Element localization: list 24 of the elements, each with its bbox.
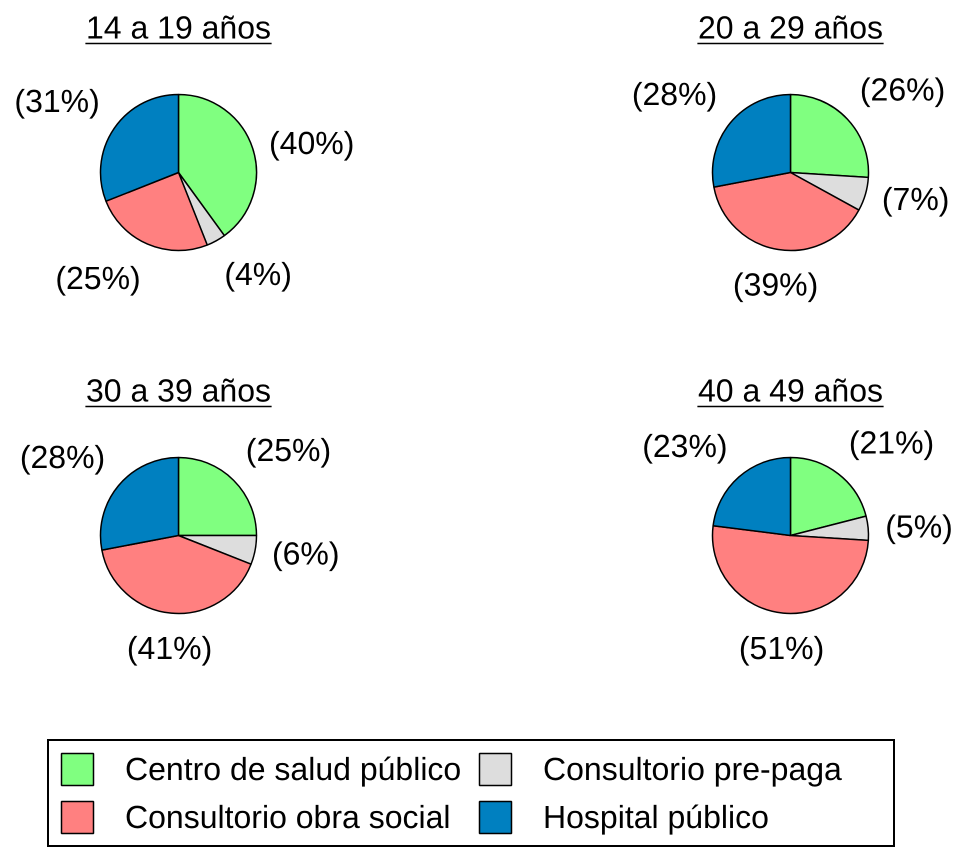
- slice-label: 30 a 39 años: [86, 372, 272, 408]
- data-label: (40%): [269, 125, 354, 162]
- data-label: (6%): [272, 535, 340, 572]
- slice-label: 20 a 29 años: [698, 10, 884, 46]
- data-label: (23%): [642, 428, 728, 464]
- data-label: (25%): [246, 432, 332, 468]
- data-label: (51%): [738, 630, 824, 666]
- data-label: (5%): [885, 508, 953, 545]
- legend-label: Consultorio pre-paga: [543, 750, 843, 788]
- legend-label: Consultorio obra social: [125, 798, 452, 836]
- data-label: (25%): [55, 260, 141, 296]
- data-label: (39%): [732, 266, 818, 302]
- slice-label: 40 a 49 años: [698, 372, 884, 408]
- data-label: (21%): [848, 424, 934, 460]
- data-label: (28%): [632, 76, 718, 112]
- legend-label: Hospital público: [543, 798, 770, 836]
- data-label: (26%): [860, 71, 946, 108]
- data-label: (4%): [224, 256, 292, 292]
- data-label: (31%): [14, 83, 100, 120]
- legend-label: Centro de salud público: [125, 750, 462, 788]
- data-label: (41%): [126, 630, 212, 666]
- data-label: (7%): [882, 181, 950, 218]
- slice-label: 14 a 19 años: [86, 10, 272, 46]
- data-label: (28%): [20, 438, 106, 475]
